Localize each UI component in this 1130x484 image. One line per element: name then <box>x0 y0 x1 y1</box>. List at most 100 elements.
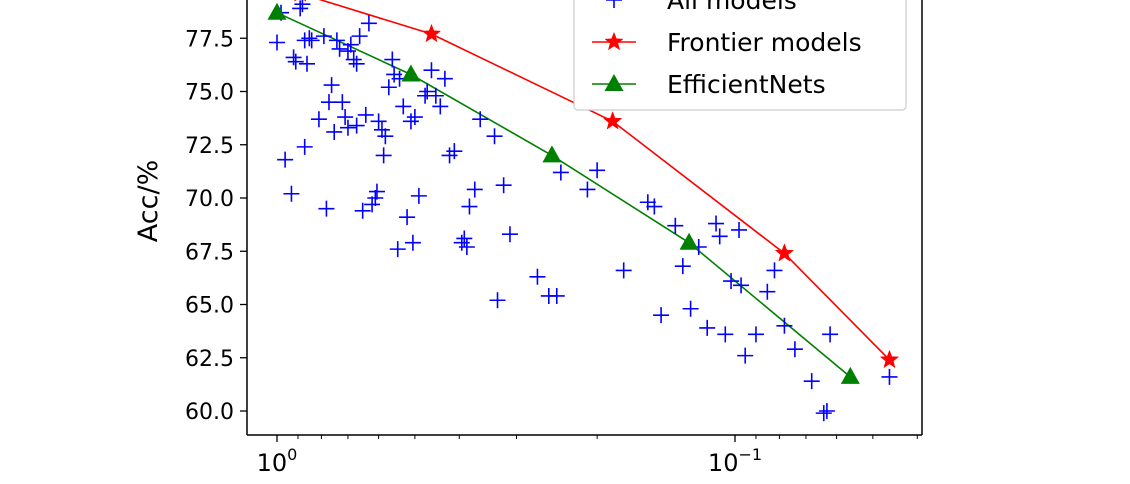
data-point-star <box>294 0 307 2</box>
data-point-triangle <box>542 145 562 163</box>
legend: All models Frontier models EfficientNets <box>573 0 907 111</box>
data-point-plus <box>486 128 503 145</box>
data-point-plus <box>436 70 453 87</box>
data-point-plus <box>766 262 783 279</box>
data-point-plus <box>548 287 565 304</box>
data-point-plus <box>328 32 345 49</box>
data-point-plus <box>682 300 699 317</box>
data-point-plus <box>380 79 397 96</box>
data-point-plus <box>708 215 725 232</box>
data-point-plus <box>815 405 832 422</box>
data-point-plus <box>501 226 518 243</box>
data-point-plus <box>699 319 716 336</box>
x-tick-label: 100 <box>257 445 298 477</box>
data-point-plus <box>384 51 401 68</box>
data-point-plus <box>395 98 412 115</box>
data-point-plus <box>320 94 337 111</box>
data-point-triangle <box>679 232 699 250</box>
data-point-plus <box>653 307 670 324</box>
data-point-plus <box>639 194 656 211</box>
data-point-plus <box>731 221 748 238</box>
data-point-plus <box>461 198 478 215</box>
data-point-star <box>602 111 623 130</box>
y-axis-label: Acc/% <box>133 160 164 242</box>
data-point-plus <box>472 111 489 128</box>
data-point-plus <box>747 326 764 343</box>
data-point-triangle <box>267 2 287 20</box>
data-point-plus <box>326 123 343 140</box>
x-axis-ticks: 100 10−1 <box>257 435 918 477</box>
data-point-plus <box>373 121 390 138</box>
data-point-plus <box>489 292 506 309</box>
data-point-plus <box>339 43 356 60</box>
data-point-plus <box>348 117 365 134</box>
data-point-star <box>774 243 795 262</box>
legend-label: Frontier models <box>667 28 862 57</box>
data-point-plus <box>615 262 632 279</box>
data-point-plus <box>410 187 427 204</box>
data-point-star <box>421 23 442 43</box>
y-tick-label: 62.5 <box>185 347 234 372</box>
data-point-plus <box>294 0 311 13</box>
series-marks <box>267 0 900 422</box>
data-point-plus <box>402 113 419 130</box>
data-point-plus <box>803 373 820 390</box>
data-point-plus <box>301 30 318 47</box>
data-point-plus <box>337 109 354 126</box>
data-point-plus <box>370 113 387 130</box>
data-point-triangle <box>604 74 624 91</box>
data-point-plus <box>723 273 740 290</box>
data-point-plus <box>269 34 285 51</box>
data-point-plus <box>375 147 392 164</box>
data-point-plus <box>368 183 385 200</box>
data-point-plus <box>292 0 309 17</box>
data-point-plus <box>285 49 302 66</box>
data-point-plus <box>733 277 750 294</box>
data-point-plus <box>323 77 340 94</box>
data-point-plus <box>606 0 622 8</box>
data-point-plus <box>589 162 606 179</box>
y-axis-ticks: 60.0 62.5 65.0 67.5 70.0 72.5 75.0 77.5 <box>185 27 247 425</box>
data-point-plus <box>818 403 835 419</box>
data-point-plus <box>315 28 332 45</box>
data-point-plus <box>552 164 569 181</box>
data-point-plus <box>377 128 394 145</box>
data-point-plus <box>646 198 663 215</box>
data-point-plus <box>348 55 365 72</box>
data-point-plus <box>354 202 371 219</box>
data-point-plus <box>287 53 304 70</box>
data-point-plus <box>737 347 754 364</box>
data-point-plus <box>357 106 374 123</box>
data-point-star <box>879 349 900 369</box>
legend-label: EfficientNets <box>667 70 826 99</box>
y-tick-label: 72.5 <box>185 134 234 159</box>
data-point-plus <box>717 326 734 343</box>
data-point-plus <box>432 98 449 115</box>
data-point-plus <box>364 196 381 213</box>
data-point-plus <box>427 87 444 104</box>
y-tick-label: 65.0 <box>185 294 234 319</box>
y-tick-label: 77.5 <box>185 27 234 52</box>
data-point-plus <box>423 62 440 79</box>
data-point-plus <box>881 368 898 385</box>
data-point-triangle <box>840 366 860 384</box>
data-point-plus <box>441 147 458 164</box>
data-point-plus <box>318 200 335 217</box>
y-tick-label: 75.0 <box>185 81 234 106</box>
data-point-plus <box>296 138 313 155</box>
data-point-plus <box>389 241 406 258</box>
data-point-plus <box>786 341 803 358</box>
data-point-plus <box>310 111 327 128</box>
data-point-plus <box>667 217 684 234</box>
data-point-plus <box>776 317 793 334</box>
data-point-plus <box>334 94 351 111</box>
data-point-plus <box>351 28 368 45</box>
data-point-triangle <box>401 64 421 82</box>
data-point-plus <box>342 36 359 53</box>
data-point-plus <box>495 177 512 194</box>
axes-frame <box>246 0 923 436</box>
data-point-plus <box>456 230 473 247</box>
data-point-plus <box>466 181 483 198</box>
data-point-plus <box>759 283 776 300</box>
plot-area <box>267 0 900 422</box>
